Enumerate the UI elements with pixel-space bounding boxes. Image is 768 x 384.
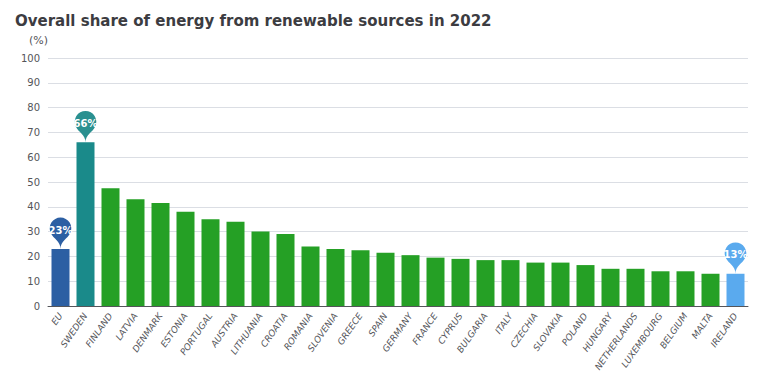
svg-text:EU: EU — [49, 311, 64, 327]
svg-text:GERMANY: GERMANY — [381, 310, 416, 354]
svg-text:30: 30 — [27, 226, 40, 237]
svg-text:100: 100 — [21, 53, 40, 64]
svg-text:SLOVAKIA: SLOVAKIA — [531, 311, 564, 353]
svg-text:23%: 23% — [49, 225, 73, 236]
svg-text:66%: 66% — [74, 118, 98, 129]
svg-text:DENMARK: DENMARK — [130, 310, 165, 354]
svg-text:90: 90 — [27, 77, 40, 88]
svg-text:SLOVENIA: SLOVENIA — [306, 311, 340, 354]
svg-text:AUSTRIA: AUSTRIA — [209, 311, 240, 349]
svg-text:70: 70 — [27, 127, 40, 138]
svg-text:60: 60 — [27, 152, 40, 163]
svg-text:NETHERLANDS: NETHERLANDS — [593, 311, 640, 372]
svg-text:BELGIUM: BELGIUM — [658, 311, 690, 350]
svg-text:SWEDEN: SWEDEN — [58, 311, 90, 350]
svg-text:FINLAND: FINLAND — [84, 311, 115, 349]
svg-text:20: 20 — [27, 251, 40, 262]
svg-text:IRELAND: IRELAND — [709, 311, 740, 349]
svg-text:PORTUGAL: PORTUGAL — [178, 311, 214, 357]
svg-text:50: 50 — [27, 177, 40, 188]
svg-text:40: 40 — [27, 201, 40, 212]
svg-text:POLAND: POLAND — [560, 311, 590, 348]
svg-text:LITHUANIA: LITHUANIA — [229, 311, 265, 356]
svg-text:GREECE: GREECE — [335, 311, 364, 347]
svg-text:10: 10 — [27, 276, 40, 287]
svg-text:13%: 13% — [724, 249, 748, 260]
svg-text:MALTA: MALTA — [690, 311, 715, 341]
svg-text:CYPRUS: CYPRUS — [435, 311, 465, 347]
svg-text:LATVIA: LATVIA — [114, 311, 140, 342]
svg-text:ROMANIA: ROMANIA — [281, 311, 315, 352]
svg-text:0: 0 — [34, 301, 40, 312]
svg-text:BULGARIA: BULGARIA — [455, 311, 490, 354]
svg-text:(%): (%) — [29, 34, 48, 47]
svg-text:80: 80 — [27, 102, 40, 113]
svg-text:SPAIN: SPAIN — [366, 311, 389, 338]
svg-text:ESTONIA: ESTONIA — [158, 311, 190, 350]
svg-text:CROATIA: CROATIA — [258, 311, 290, 350]
svg-text:CZECHIA: CZECHIA — [508, 311, 540, 350]
svg-text:ITALY: ITALY — [493, 310, 515, 336]
svg-text:Overall share of energy from r: Overall share of energy from renewable s… — [15, 12, 492, 30]
svg-text:LUXEMBOURG: LUXEMBOURG — [620, 311, 665, 369]
svg-text:FRANCE: FRANCE — [410, 311, 440, 347]
svg-text:HUNGARY: HUNGARY — [580, 311, 615, 354]
